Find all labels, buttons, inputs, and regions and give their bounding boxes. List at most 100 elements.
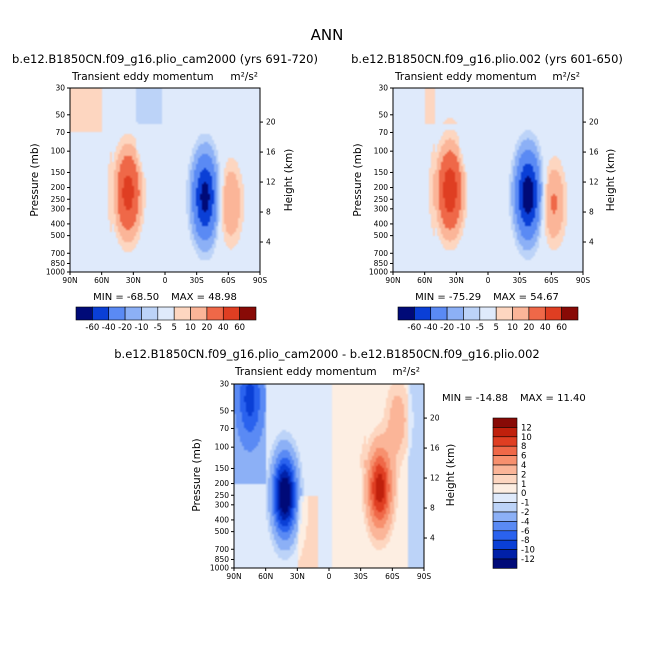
colorbar-label: 10 [521, 433, 532, 443]
y-tick-label: 500 [374, 231, 389, 240]
y2-tick-label: 20 [589, 118, 599, 127]
colorbar-box [492, 445, 518, 456]
y2-tick-label: 16 [266, 148, 276, 157]
x-tick-label: 90N [226, 572, 241, 581]
x-tick-label: 90S [253, 276, 268, 285]
y-tick-label: 50 [55, 110, 65, 119]
panel2-subtitle: Transient eddy momentum [394, 71, 537, 83]
y-tick-label: 1000 [369, 268, 388, 277]
panel1-stats: MIN = -68.50 MAX = 48.98 [93, 292, 237, 303]
x-tick-label: 60S [544, 276, 559, 285]
panel3-ylabel-right: Height (km) [445, 444, 457, 507]
x-tick-label: 30N [290, 572, 305, 581]
x-tick-label: 30S [190, 276, 205, 285]
colorbar-box [528, 306, 546, 321]
panel1-field [70, 88, 260, 272]
colorbar-label: -8 [521, 536, 529, 546]
x-tick-label: 30N [126, 276, 141, 285]
panel3-plot: 90N 60N 30N 0 30S 60S 90S 30 50 70 100 150 200 250300… [210, 380, 440, 582]
y-tick-label: 300 [215, 500, 230, 509]
colorbar-box [157, 306, 175, 321]
x-tick-label: 60N [258, 572, 273, 581]
colorbar-box [544, 306, 562, 321]
y-tick-label: 30 [378, 84, 388, 93]
y2-tick-label: 8 [430, 504, 435, 513]
y-tick-label: 850 [215, 555, 230, 564]
y-tick-label: 1000 [210, 564, 229, 573]
colorbar-label: -10 [457, 323, 471, 333]
colorbar-label: 20 [523, 323, 534, 333]
panel3-units: m²/s² [392, 366, 420, 378]
colorbar-label: 10 [507, 323, 518, 333]
y2-tick-label: 20 [266, 118, 276, 127]
y-tick-label: 500 [51, 231, 66, 240]
colorbar-label: 6 [521, 452, 526, 462]
y-tick-label: 70 [55, 128, 65, 137]
y-tick-label: 400 [215, 515, 230, 524]
colorbar-label: 20 [201, 323, 212, 333]
y2-tick-label: 12 [430, 474, 440, 483]
y2-tick-label: 8 [589, 208, 594, 217]
colorbar-top-left: -60 -40 -20 -10 -5 5 10 20 40 60 [75, 306, 257, 333]
y-tick-label: 50 [219, 406, 229, 415]
y-tick-label: 100 [374, 147, 389, 156]
panel1-ylabel: Pressure (mb) [29, 143, 41, 216]
y-tick-label: 400 [374, 219, 389, 228]
y-tick-label: 850 [374, 259, 389, 268]
x-tick-label: 60S [385, 572, 400, 581]
colorbar-top-right: -60 -40 -20 -10 -5 5 10 20 40 60 [397, 306, 579, 333]
y2-tick-label: 12 [589, 178, 599, 187]
y-tick-label: 300 [374, 204, 389, 213]
y-tick-label: 150 [215, 464, 230, 473]
y-tick-label: 400 [51, 219, 66, 228]
colorbar-label: 12 [521, 423, 532, 433]
panel3-min: MIN = -14.88 [442, 393, 508, 404]
colorbar-box [492, 474, 518, 485]
y2-tick-label: 12 [266, 178, 276, 187]
colorbar-box [492, 436, 518, 447]
colorbar-box [141, 306, 159, 321]
colorbar-box [124, 306, 142, 321]
y-tick-label: 70 [378, 128, 388, 137]
colorbar-label: -40 [424, 323, 438, 333]
panel1-min: MIN = -68.50 [93, 292, 159, 303]
y2-tick-label: 16 [589, 148, 599, 157]
chart-marks: 90N 60N 30N 0 30S 60S 90S305070100150200250300… [46, 84, 599, 582]
y-tick-label: 30 [219, 380, 229, 389]
panel2-field [393, 88, 583, 272]
colorbar-label: -20 [440, 323, 454, 333]
x-tick-label: 30S [354, 572, 369, 581]
y-tick-label: 300 [51, 204, 66, 213]
y2-tick-label: 20 [430, 414, 440, 423]
panel3-max: MAX = 11.40 [520, 393, 586, 404]
colorbar-label: -5 [476, 323, 484, 333]
colorbar-box [492, 427, 518, 438]
y-tick-label: 100 [215, 443, 230, 452]
colorbar-box [108, 306, 126, 321]
panel1-ylabel-right: Height (km) [283, 149, 295, 212]
x-tick-label: 60N [417, 276, 432, 285]
colorbar-box [92, 306, 110, 321]
panel3-stats: MIN = -14.88 MAX = 11.40 [442, 393, 586, 404]
x-tick-label: 0 [163, 276, 168, 285]
y-tick-label: 30 [55, 84, 65, 93]
colorbar-label: -5 [154, 323, 162, 333]
colorbar-label: 60 [234, 323, 245, 333]
y-tick-label: 100 [51, 147, 66, 156]
colorbar-box [492, 521, 518, 532]
colorbar-label: -4 [521, 517, 529, 527]
colorbar-box [75, 306, 93, 321]
colorbar-box [561, 306, 579, 321]
colorbar-label: 40 [218, 323, 229, 333]
colorbar-box [206, 306, 224, 321]
panel3-title: b.e12.B1850CN.f09_g16.plio_cam2000 - b.e… [114, 347, 539, 361]
colorbar-box [492, 455, 518, 466]
colorbar-label: 5 [493, 323, 498, 333]
y-tick-label: 200 [215, 479, 230, 488]
colorbar-label: -60 [85, 323, 99, 333]
y-tick-label: 70 [219, 424, 229, 433]
panel3-ylabel: Pressure (mb) [191, 438, 203, 511]
colorbar-label: 2 [521, 470, 526, 480]
y-tick-label: 500 [215, 527, 230, 536]
